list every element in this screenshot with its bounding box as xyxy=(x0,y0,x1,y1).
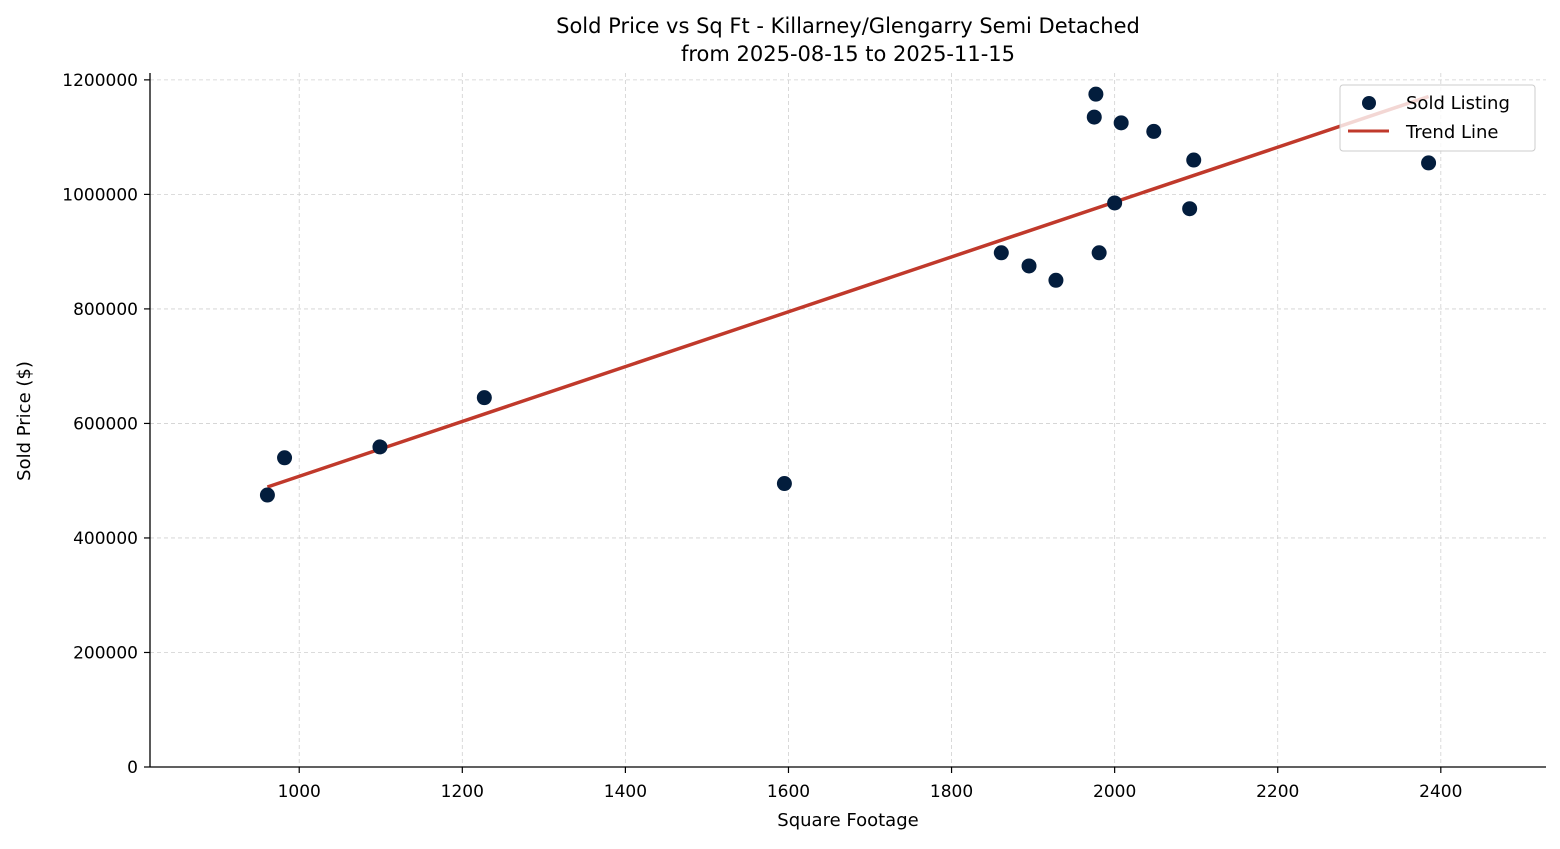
grid xyxy=(150,73,1546,768)
data-point xyxy=(1086,109,1102,125)
data-point xyxy=(259,487,275,503)
data-point xyxy=(1107,195,1123,211)
y-axis-label: Sold Price ($) xyxy=(14,361,35,481)
x-axis-label: Square Footage xyxy=(777,810,918,831)
data-point xyxy=(993,245,1009,261)
trend-line xyxy=(266,94,1430,489)
data-point xyxy=(1186,152,1202,168)
x-tick-label: 1400 xyxy=(604,782,647,802)
trend-line-layer xyxy=(266,94,1430,489)
data-point xyxy=(372,439,388,455)
legend-box xyxy=(1339,84,1536,152)
data-point xyxy=(1091,245,1107,261)
y-tick-label: 1200000 xyxy=(62,71,138,91)
legend-label-sold-listing: Sold Listing xyxy=(1406,93,1510,114)
chart-subtitle: from 2025-08-15 to 2025-11-15 xyxy=(681,42,1015,66)
x-tick-label: 1600 xyxy=(767,782,810,802)
x-tick-label: 2000 xyxy=(1093,782,1136,802)
x-tick-label: 1800 xyxy=(930,782,973,802)
x-tick-label: 1200 xyxy=(441,782,484,802)
data-point xyxy=(1182,201,1198,217)
data-point xyxy=(476,390,492,406)
legend-marker-sold-listing xyxy=(1362,96,1376,110)
y-tick-label: 1000000 xyxy=(62,185,138,205)
y-tick-label: 200000 xyxy=(73,643,138,663)
data-point xyxy=(1088,86,1104,102)
data-point xyxy=(1113,115,1129,131)
data-point xyxy=(1146,123,1162,139)
y-tick-label: 800000 xyxy=(73,300,138,320)
data-point xyxy=(1021,258,1037,274)
data-point xyxy=(776,476,792,492)
x-tick-label: 1000 xyxy=(278,782,321,802)
scatter-points xyxy=(259,86,1437,503)
y-tick-label: 400000 xyxy=(73,529,138,549)
x-tick-label: 2400 xyxy=(1419,782,1462,802)
legend: Sold Listing Trend Line xyxy=(1339,84,1536,152)
chart-title: Sold Price vs Sq Ft - Killarney/Glengarr… xyxy=(556,14,1140,38)
y-tick-label: 600000 xyxy=(73,414,138,434)
x-tick-label: 2200 xyxy=(1256,782,1299,802)
data-point xyxy=(277,450,293,466)
y-tick-label: 0 xyxy=(127,758,138,778)
axes: 1000 1200 1400 1600 1800 2000 2200 2400 0 200000 4… xyxy=(62,71,1546,802)
legend-label-trend-line: Trend Line xyxy=(1405,122,1499,143)
data-point xyxy=(1421,155,1437,171)
data-point xyxy=(1048,272,1064,288)
